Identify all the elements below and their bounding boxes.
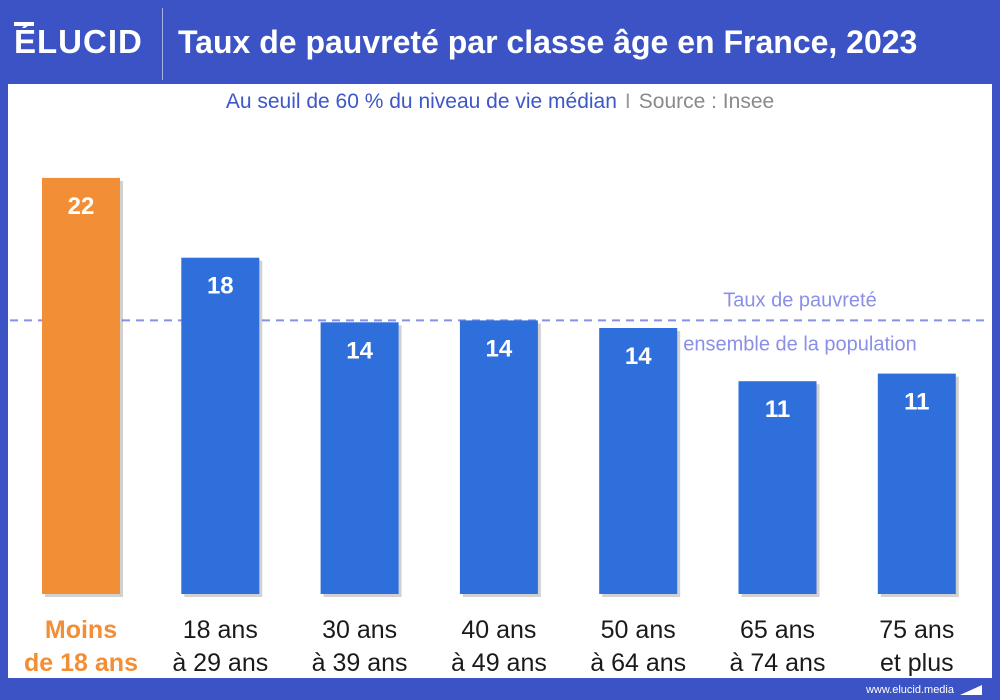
category-label: à 64 ans — [590, 649, 686, 677]
category-label: à 39 ans — [312, 649, 408, 677]
bar — [42, 177, 120, 594]
bar-value-label: 14 — [486, 335, 513, 362]
reference-line-label: Taux de pauvreté — [723, 289, 876, 311]
logo-accent-icon — [14, 22, 34, 26]
category-label: 40 ans — [461, 616, 536, 644]
category-label: Moins — [45, 616, 117, 644]
header-bar: ÉLUCID Taux de pauvreté par classe âge e… — [0, 0, 1000, 84]
subtitle-note: Au seuil de 60 % du niveau de vie médian — [225, 90, 617, 113]
bar — [877, 373, 956, 594]
bar — [320, 322, 399, 594]
source-label: Source : Insee — [638, 90, 775, 113]
subtitle-separator: I — [624, 90, 631, 113]
bar-value-label: 11 — [904, 389, 929, 416]
reference-line-label: ensemble de la population — [683, 333, 917, 355]
bar-value-label: 11 — [765, 396, 790, 423]
logo: ÉLUCID — [14, 23, 143, 60]
page-title: Taux de pauvreté par classe âge en Franc… — [178, 24, 918, 60]
category-label: 30 ans — [322, 616, 397, 644]
footer-url: www.elucid.media — [865, 684, 954, 696]
category-label: et plus — [880, 649, 954, 677]
header-divider — [162, 8, 163, 80]
chart-subtitle: Au seuil de 60 % du niveau de vie médian… — [0, 90, 1000, 114]
bar-value-label: 18 — [207, 273, 234, 300]
bar-value-label: 14 — [625, 343, 652, 370]
bar-value-label: 14 — [346, 337, 373, 364]
category-label: de 18 ans — [24, 649, 138, 677]
bar — [738, 381, 817, 594]
category-label: 50 ans — [601, 616, 676, 644]
bar — [181, 257, 260, 594]
category-label: à 74 ans — [730, 649, 826, 677]
category-label: 18 ans — [183, 616, 258, 644]
category-label: 75 ans — [879, 616, 954, 644]
category-label: à 29 ans — [172, 649, 268, 677]
footer-logo-icon — [960, 685, 982, 695]
category-label: 65 ans — [740, 616, 815, 644]
bar — [459, 320, 538, 594]
bar — [599, 328, 678, 594]
category-label: à 49 ans — [451, 649, 547, 677]
bar-value-label: 22 — [68, 193, 95, 220]
